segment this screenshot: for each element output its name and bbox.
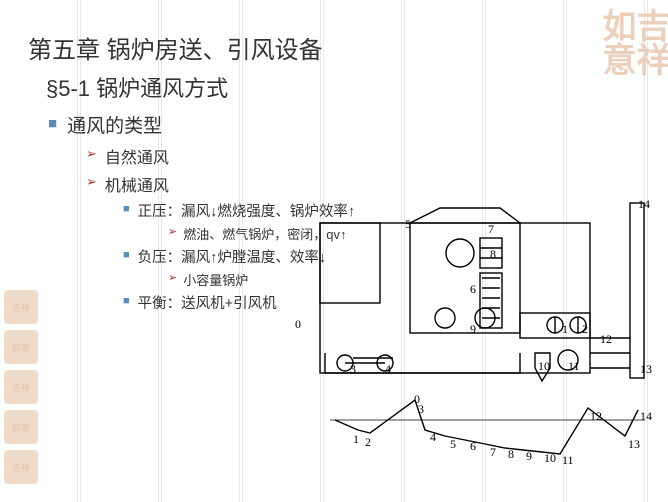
- svg-text:14: 14: [638, 198, 650, 211]
- svg-text:2: 2: [582, 322, 588, 336]
- chapter-title: 第五章 锅炉房送、引风设备: [28, 30, 648, 65]
- bullet-text: 小容量锅炉: [183, 270, 248, 289]
- bullet-level2: ➢ 机械通风: [86, 172, 648, 196]
- svg-text:14: 14: [640, 409, 652, 423]
- svg-text:3: 3: [350, 362, 356, 376]
- svg-text:7: 7: [488, 222, 494, 236]
- svg-text:1: 1: [562, 322, 568, 336]
- svg-text:5: 5: [405, 217, 411, 231]
- svg-text:9: 9: [470, 322, 476, 336]
- bullet-text: 自然通风: [105, 144, 169, 168]
- boiler-diagram: 0123456789101112131401234567891011121314: [290, 198, 660, 478]
- svg-text:1: 1: [353, 432, 359, 446]
- bullet-level1: ■ 通风的类型: [48, 111, 648, 138]
- svg-text:13: 13: [640, 362, 652, 376]
- seal-stamp: 吉祥: [4, 370, 38, 404]
- svg-text:2: 2: [365, 435, 371, 449]
- bullet-text: 通风的类型: [67, 111, 162, 138]
- svg-text:6: 6: [470, 282, 476, 296]
- square-bullet-icon: ■: [48, 115, 57, 132]
- square-bullet-icon: ■: [123, 203, 130, 215]
- seal-stamp: 如意: [4, 330, 38, 364]
- svg-text:4: 4: [430, 430, 436, 444]
- square-bullet-icon: ■: [123, 249, 130, 261]
- svg-text:13: 13: [628, 437, 640, 451]
- svg-text:8: 8: [508, 447, 514, 461]
- svg-text:12: 12: [600, 332, 612, 346]
- svg-text:6: 6: [470, 439, 476, 453]
- seal-stamp: 吉祥: [4, 450, 38, 484]
- svg-text:12: 12: [590, 409, 602, 423]
- bullet-text: 平衡：送风机+引风机: [138, 292, 277, 313]
- svg-text:4: 4: [385, 362, 391, 376]
- bullet-level2: ➢ 自然通风: [86, 144, 648, 168]
- svg-text:11: 11: [562, 453, 574, 467]
- seal-stamp: 如意: [4, 410, 38, 444]
- triangle-bullet-icon: ➢: [168, 225, 177, 238]
- svg-text:7: 7: [490, 445, 496, 459]
- triangle-bullet-icon: ➢: [168, 271, 177, 284]
- svg-text:0: 0: [295, 317, 301, 331]
- svg-text:11: 11: [568, 359, 580, 373]
- svg-text:10: 10: [544, 451, 556, 465]
- triangle-bullet-icon: ➢: [86, 174, 97, 190]
- seal-column: 吉祥 如意 吉祥 如意 吉祥: [4, 290, 38, 484]
- svg-text:8: 8: [490, 247, 496, 261]
- svg-text:9: 9: [526, 449, 532, 463]
- square-bullet-icon: ■: [123, 295, 130, 307]
- bullet-text: 机械通风: [105, 172, 169, 196]
- section-title: §5-1 锅炉通风方式: [46, 71, 648, 103]
- svg-text:3: 3: [418, 402, 424, 416]
- svg-text:5: 5: [450, 437, 456, 451]
- svg-text:10: 10: [538, 359, 550, 373]
- triangle-bullet-icon: ➢: [86, 146, 97, 162]
